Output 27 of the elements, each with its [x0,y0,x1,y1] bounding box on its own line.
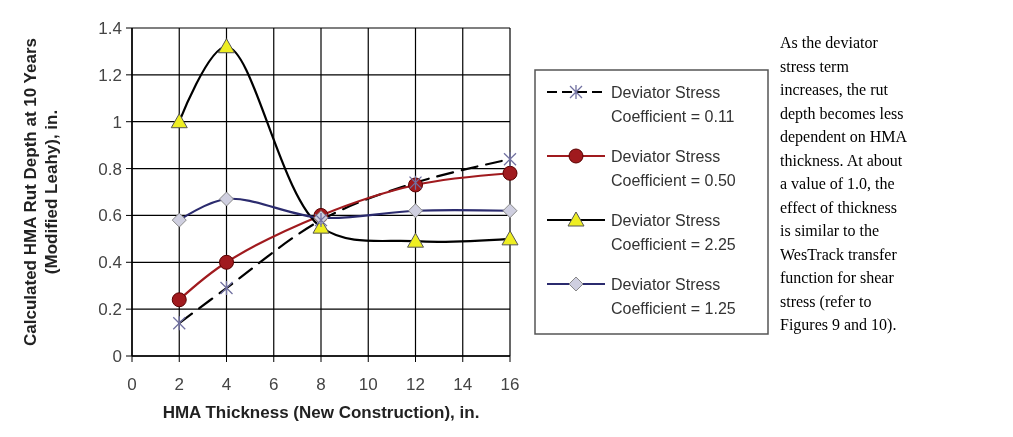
y-tick-label: 0.4 [98,253,122,273]
x-tick-label: 0 [127,375,137,394]
text: As the deviator stress term increases, the rut depth becomes less dependent on HMA thickness. At about a value of 1.0, the effect of thickness is similar to the WesTrack transfer function for shear stress (refer to Figures 9 and 10). [780,34,908,333]
legend-label: Deviator Stress Coefficient = 1.25 [611,275,736,317]
x-axis-title: HMA Thickness (New Construction), in. [162,403,480,422]
y-tick-label: 0 [112,346,122,366]
legend-label: Deviator Stress Coefficient = 0.11 [611,83,735,125]
y-tick-label: 1 [112,112,122,132]
legend-label: Deviator Stress Coefficient = 0.50 [611,147,736,189]
y-tick-label: 0.2 [98,300,122,320]
x-tick-label: 2 [174,375,184,394]
y-tick-label: 0.6 [98,206,122,226]
y-tick-label: 1.2 [98,65,122,85]
x-tick-label: 4 [221,375,232,394]
point [219,254,234,270]
legend-label: Deviator Stress Coefficient = 2.25 [611,211,736,253]
x-tick-label: 10 [358,375,378,394]
y-tick-label: 0.8 [98,159,122,179]
y-tick-label: 1.4 [98,18,122,38]
point [502,165,518,181]
x-tick-label: 6 [269,375,279,394]
y-axis-title: Calculated HMA Rut Depth at 10 Years (Modified Leahy), in. [21,38,61,346]
x-tick-label: 14 [453,375,473,394]
x-tick-label: 12 [406,375,425,394]
x-tick-label: 16 [500,375,520,394]
point [171,292,187,308]
x-tick-label: 8 [316,375,326,394]
